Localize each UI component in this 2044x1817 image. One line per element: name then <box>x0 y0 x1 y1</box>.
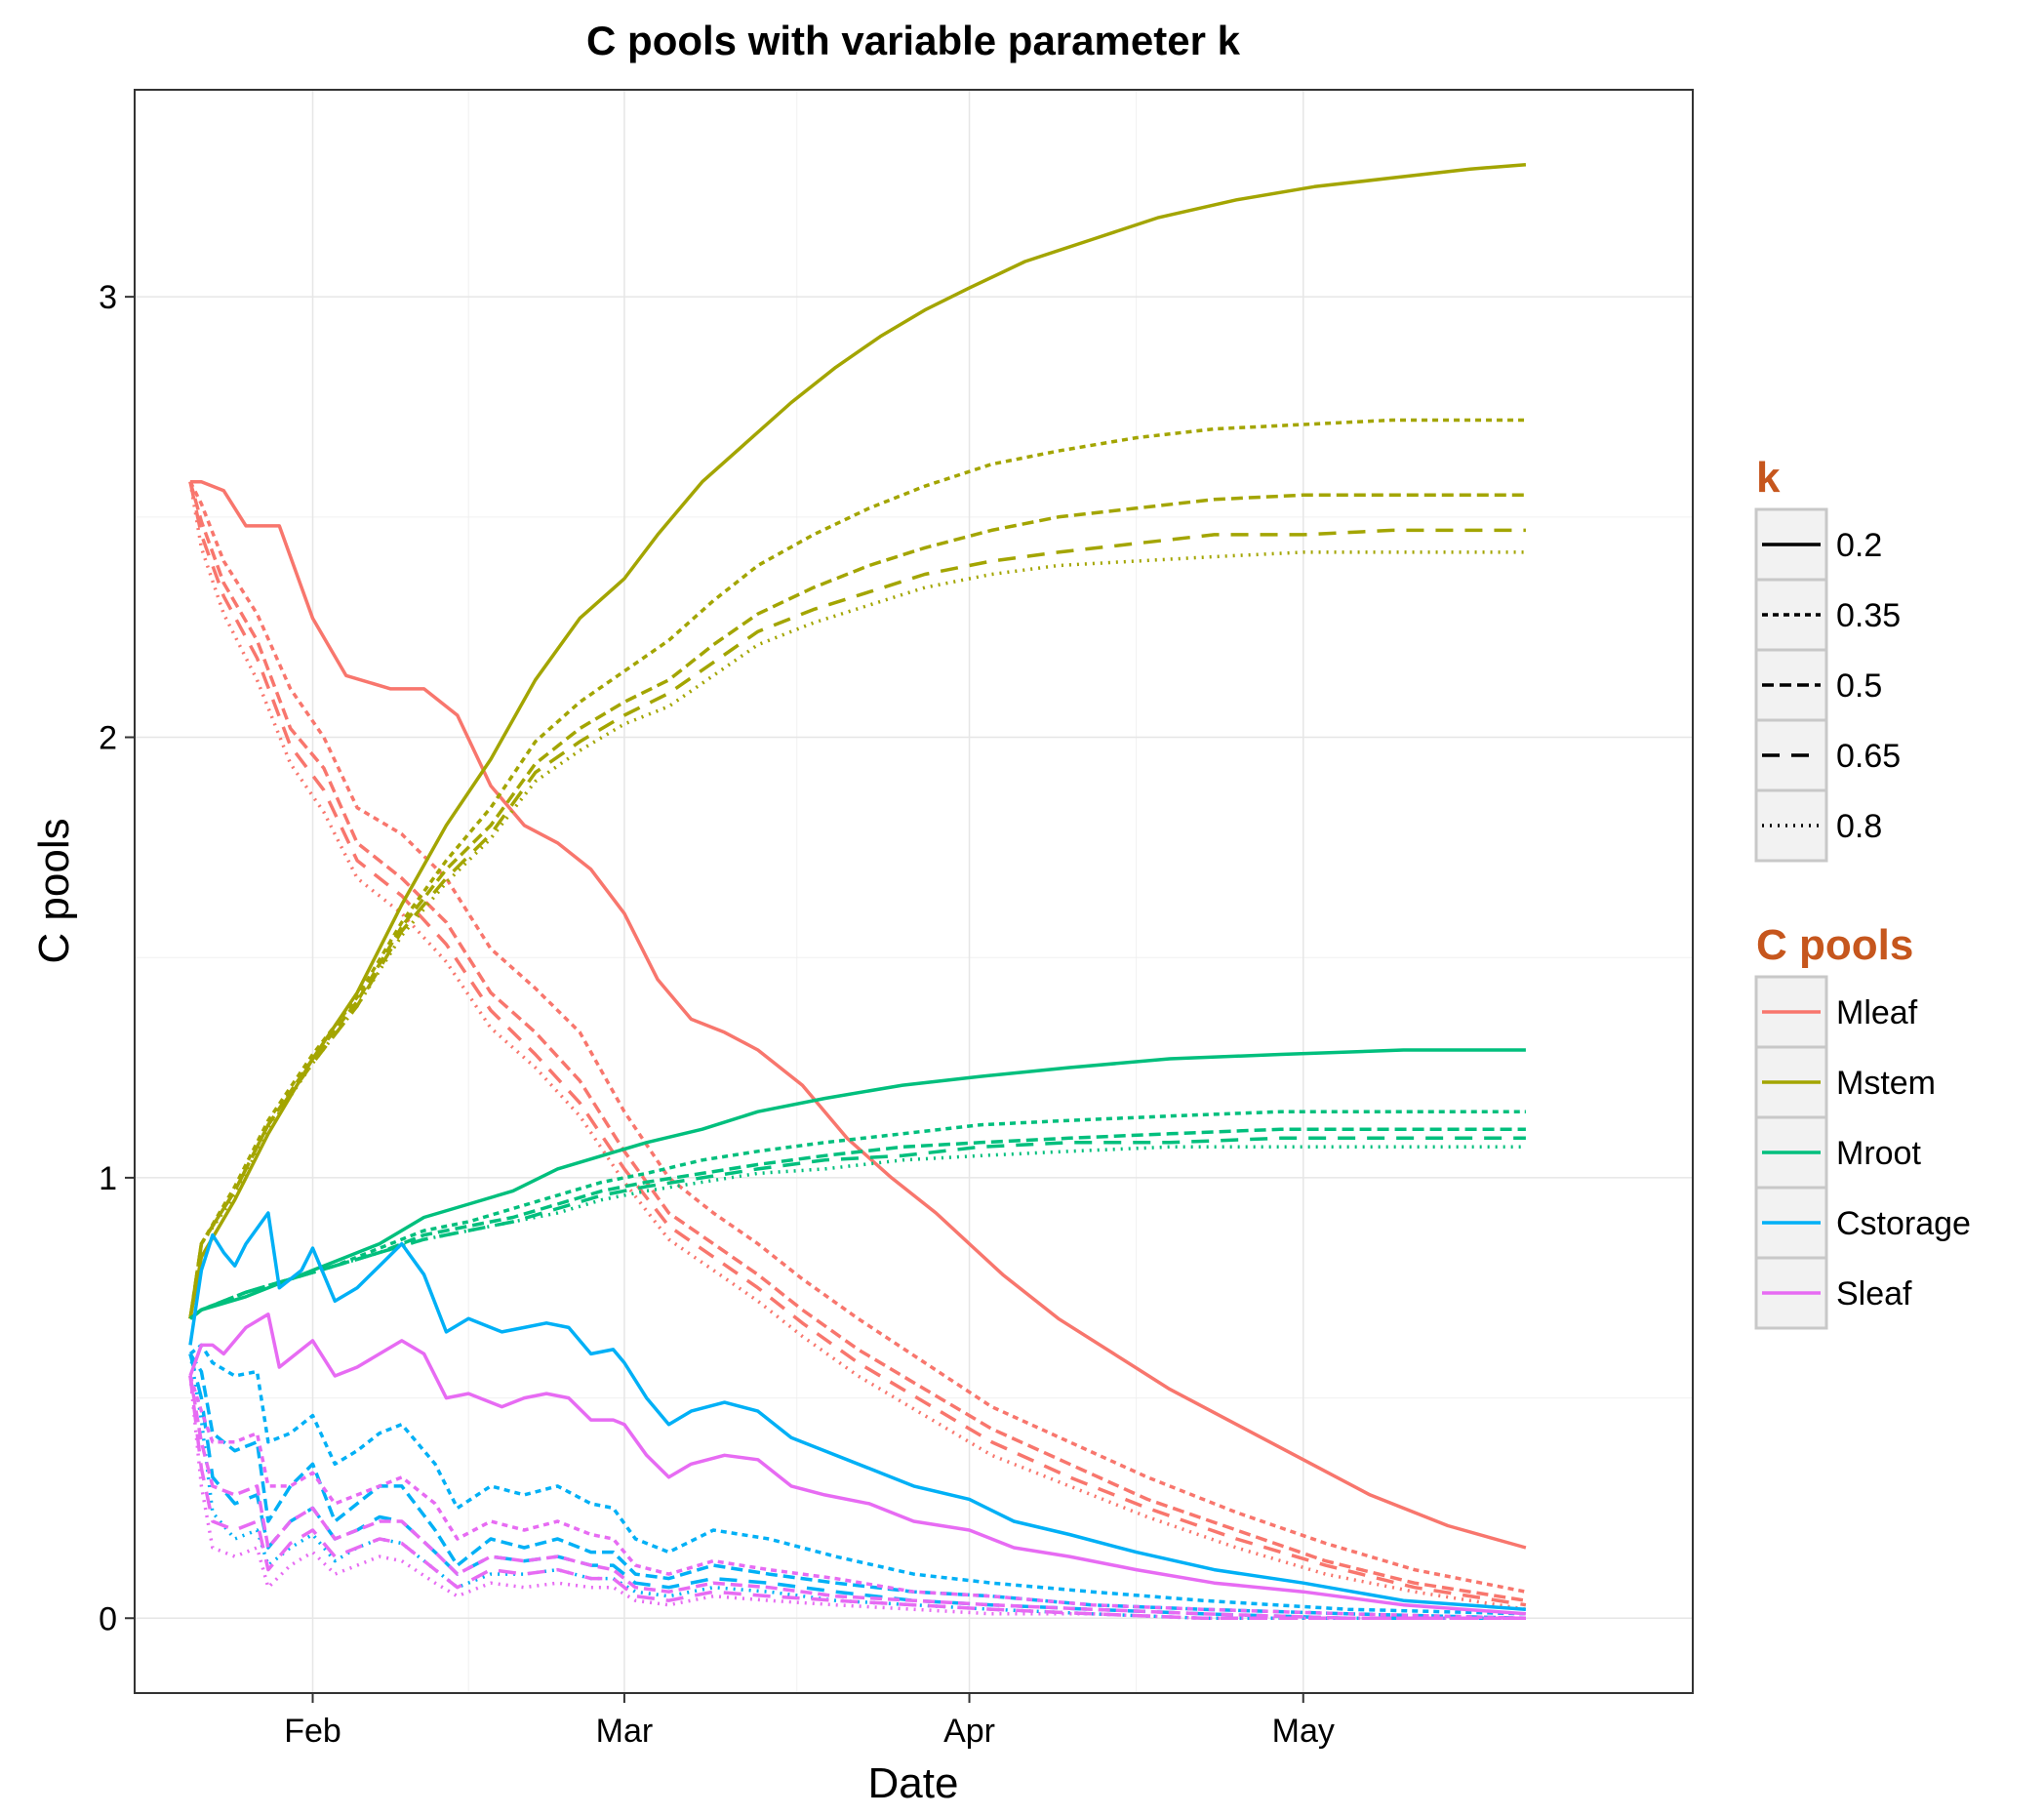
series-line-mleaf-k0_2 <box>190 479 1527 1550</box>
chart-title: C pools with variable parameter k <box>586 18 1241 63</box>
legend-k-title: k <box>1756 454 1781 502</box>
legend-label: Mleaf <box>1836 994 1918 1031</box>
y-axis-title: C pools <box>30 818 78 963</box>
y-tick-label: 1 <box>99 1160 117 1197</box>
legend-label: Mroot <box>1836 1135 1921 1172</box>
legend-label: Mstem <box>1836 1065 1936 1102</box>
series-line-mstem-k0_35 <box>188 418 1526 1319</box>
legend-label: 0.35 <box>1836 597 1901 634</box>
y-tick-label: 2 <box>99 720 117 757</box>
series-line-cstorage-k0_2 <box>188 1211 1527 1611</box>
series-line-sleaf-k0_8 <box>188 1375 1526 1621</box>
y-axis: 0 1 2 3 <box>99 279 135 1637</box>
legend-label: Cstorage <box>1836 1205 1971 1242</box>
legend-label: 0.65 <box>1836 738 1901 775</box>
series-line-cstorage-k0_35 <box>188 1343 1526 1616</box>
series-line-mroot-k0_2 <box>188 1048 1526 1320</box>
series-line-mstem-k0_5 <box>188 493 1526 1319</box>
legend-label: 0.5 <box>1836 667 1882 705</box>
y-tick-label: 3 <box>99 279 117 316</box>
series-line-sleaf-k0_5 <box>188 1375 1526 1621</box>
series-line-sleaf-k0_2 <box>188 1312 1527 1616</box>
legend-c-pools: C pools Mleaf Mstem Mroot Cstorage Sleaf <box>1754 921 1971 1330</box>
x-axis-title: Date <box>868 1759 959 1807</box>
series-lines <box>188 162 1527 1621</box>
legend-key <box>1754 788 1828 863</box>
minor-gridlines <box>135 90 1693 1693</box>
series-line-sleaf-k0_35 <box>188 1375 1526 1621</box>
series-line-mleaf-k0_35 <box>188 480 1527 1594</box>
series-line-sleaf-k0_65 <box>188 1375 1526 1621</box>
series-line-cstorage-k0_5 <box>188 1353 1526 1621</box>
series-line-mstem-k0_2 <box>188 162 1527 1319</box>
y-tick-label: 0 <box>99 1600 117 1637</box>
series-line-mleaf-k0_65 <box>188 481 1527 1607</box>
x-axis: Feb Mar Apr May <box>284 1693 1335 1750</box>
x-tick-label: Feb <box>284 1713 341 1750</box>
plot-panel <box>134 89 1694 1694</box>
plot-border <box>134 89 1694 1694</box>
legend-label: Sleaf <box>1836 1275 1912 1312</box>
legend-label: 0.8 <box>1836 808 1882 845</box>
series-line-mroot-k0_65 <box>188 1136 1526 1320</box>
x-tick-label: Apr <box>943 1713 995 1750</box>
series-line-mroot-k0_8 <box>188 1145 1526 1320</box>
legend-c-pools-title: C pools <box>1756 921 1913 969</box>
plot-background <box>135 90 1693 1693</box>
legend-label: 0.2 <box>1836 527 1882 564</box>
x-tick-label: Mar <box>596 1713 654 1750</box>
x-tick-label: May <box>1272 1713 1335 1750</box>
legend-k: k 0.2 0.35 0.5 0.65 0.8 <box>1754 454 1901 863</box>
